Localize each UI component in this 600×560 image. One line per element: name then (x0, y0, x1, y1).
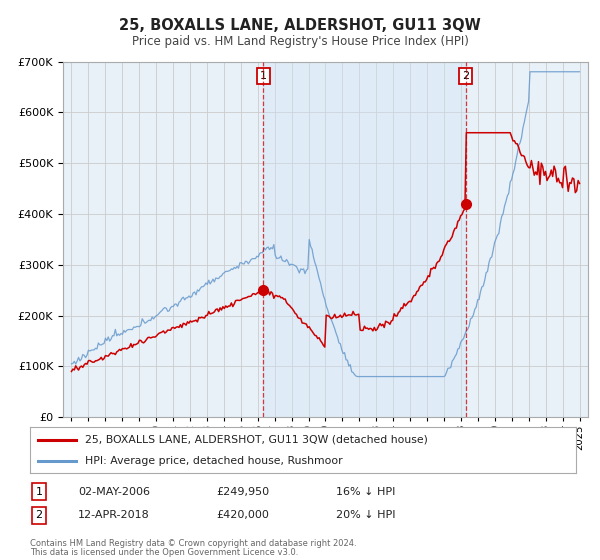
Text: 25, BOXALLS LANE, ALDERSHOT, GU11 3QW: 25, BOXALLS LANE, ALDERSHOT, GU11 3QW (119, 18, 481, 32)
Text: £249,950: £249,950 (216, 487, 269, 497)
Text: 2: 2 (35, 510, 43, 520)
Text: £420,000: £420,000 (216, 510, 269, 520)
Text: 12-APR-2018: 12-APR-2018 (78, 510, 150, 520)
Text: 1: 1 (260, 71, 267, 81)
Text: Price paid vs. HM Land Registry's House Price Index (HPI): Price paid vs. HM Land Registry's House … (131, 35, 469, 49)
Text: HPI: Average price, detached house, Rushmoor: HPI: Average price, detached house, Rush… (85, 456, 342, 466)
Text: Contains HM Land Registry data © Crown copyright and database right 2024.: Contains HM Land Registry data © Crown c… (30, 539, 356, 548)
Text: 2: 2 (462, 71, 469, 81)
Text: This data is licensed under the Open Government Licence v3.0.: This data is licensed under the Open Gov… (30, 548, 298, 557)
Text: 1: 1 (35, 487, 43, 497)
Text: 25, BOXALLS LANE, ALDERSHOT, GU11 3QW (detached house): 25, BOXALLS LANE, ALDERSHOT, GU11 3QW (d… (85, 435, 427, 445)
Text: 02-MAY-2006: 02-MAY-2006 (78, 487, 150, 497)
Bar (263, 62, 466, 417)
Text: 16% ↓ HPI: 16% ↓ HPI (336, 487, 395, 497)
Text: 20% ↓ HPI: 20% ↓ HPI (336, 510, 395, 520)
